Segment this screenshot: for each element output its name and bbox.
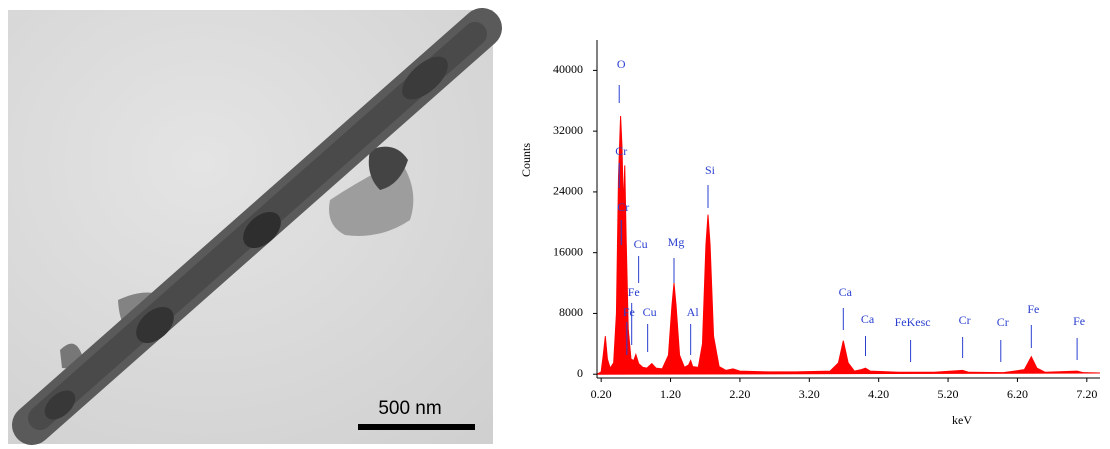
x-axis-label: keV bbox=[952, 413, 972, 427]
dark-spot bbox=[402, 56, 448, 100]
eds-spectrum: keV Counts 0 8000 16000 24000 32000 40000 0.20… bbox=[519, 40, 1101, 427]
peak-label: O bbox=[617, 57, 626, 71]
peak-label: Cr bbox=[617, 200, 629, 214]
peak-label: Cr bbox=[997, 315, 1009, 329]
x-tick-label: 4.20 bbox=[868, 387, 889, 401]
peak-label: Fe bbox=[1027, 302, 1039, 316]
y-tick-label: 32000 bbox=[553, 123, 583, 137]
tem-image: 500 nm bbox=[8, 8, 502, 445]
peak-label: Mg bbox=[668, 235, 685, 249]
spectrum-area bbox=[596, 115, 1101, 375]
y-tick-label: 40000 bbox=[553, 62, 583, 76]
y-tick-label: 0 bbox=[577, 366, 583, 380]
peak-label: Ca bbox=[839, 285, 853, 299]
dark-spot bbox=[44, 390, 76, 420]
y-tick-label: 24000 bbox=[553, 184, 583, 198]
peak-label: Cu bbox=[643, 305, 657, 319]
peak-label: Cr bbox=[959, 313, 971, 327]
dark-spot bbox=[243, 211, 281, 249]
x-tick-label: 1.20 bbox=[660, 387, 681, 401]
peak-label: Al bbox=[687, 305, 700, 319]
peak-label: Si bbox=[705, 163, 716, 177]
peak-label: Ca bbox=[861, 312, 875, 326]
y-tick-label: 16000 bbox=[553, 244, 583, 258]
y-tick-label: 8000 bbox=[559, 305, 583, 319]
x-tick-label: 7.20 bbox=[1076, 387, 1097, 401]
peak-label: Fe bbox=[628, 285, 640, 299]
y-axis-label: Counts bbox=[519, 143, 533, 177]
x-tick-label: 2.20 bbox=[729, 387, 750, 401]
peak-label: Cr bbox=[615, 144, 627, 158]
x-tick-label: 0.20 bbox=[591, 387, 612, 401]
peak-label: FeKesc bbox=[895, 315, 931, 329]
dark-spot bbox=[136, 306, 174, 344]
x-tick-label: 6.20 bbox=[1007, 387, 1028, 401]
particle bbox=[368, 146, 408, 190]
scale-bar-label: 500 nm bbox=[378, 398, 441, 419]
peak-label: Fe bbox=[1073, 314, 1085, 328]
peak-label: Fe bbox=[623, 305, 635, 319]
x-tick-label: 5.20 bbox=[938, 387, 959, 401]
scale-bar bbox=[358, 424, 475, 430]
x-tick-label: 3.20 bbox=[799, 387, 820, 401]
peak-label: Cu bbox=[634, 237, 648, 251]
